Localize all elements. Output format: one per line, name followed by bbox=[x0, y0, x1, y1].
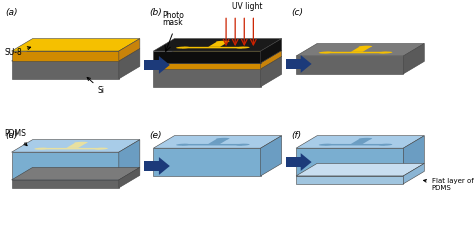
Polygon shape bbox=[11, 180, 119, 188]
Text: (a): (a) bbox=[5, 8, 18, 17]
Polygon shape bbox=[154, 136, 282, 148]
Polygon shape bbox=[11, 152, 119, 180]
Text: (b): (b) bbox=[149, 8, 162, 17]
Polygon shape bbox=[296, 136, 424, 148]
Text: (d): (d) bbox=[5, 131, 18, 140]
Polygon shape bbox=[40, 148, 102, 149]
Polygon shape bbox=[319, 144, 332, 146]
Polygon shape bbox=[94, 148, 108, 150]
Polygon shape bbox=[11, 51, 119, 61]
Polygon shape bbox=[119, 167, 140, 188]
Polygon shape bbox=[154, 148, 261, 176]
Polygon shape bbox=[154, 63, 261, 69]
Polygon shape bbox=[319, 51, 332, 53]
Polygon shape bbox=[296, 176, 403, 184]
Polygon shape bbox=[261, 56, 282, 87]
Polygon shape bbox=[11, 140, 140, 152]
Polygon shape bbox=[296, 56, 403, 74]
Polygon shape bbox=[208, 42, 228, 47]
Polygon shape bbox=[145, 60, 159, 70]
Text: Flat layer of
PDMS: Flat layer of PDMS bbox=[424, 178, 474, 191]
Text: PDMS: PDMS bbox=[4, 129, 27, 146]
Polygon shape bbox=[216, 138, 229, 140]
Polygon shape bbox=[154, 39, 282, 51]
Polygon shape bbox=[296, 43, 424, 56]
Polygon shape bbox=[286, 59, 301, 69]
Text: mask: mask bbox=[163, 18, 183, 27]
Polygon shape bbox=[208, 139, 228, 144]
Text: SU-8: SU-8 bbox=[4, 47, 31, 57]
Polygon shape bbox=[379, 144, 392, 146]
Polygon shape bbox=[351, 47, 371, 52]
Polygon shape bbox=[301, 55, 311, 73]
Polygon shape bbox=[261, 39, 282, 63]
Polygon shape bbox=[403, 163, 424, 184]
Polygon shape bbox=[154, 51, 282, 63]
Polygon shape bbox=[296, 148, 403, 176]
Polygon shape bbox=[286, 157, 301, 167]
Polygon shape bbox=[34, 148, 48, 150]
Polygon shape bbox=[324, 144, 387, 145]
Polygon shape bbox=[11, 49, 140, 61]
Polygon shape bbox=[176, 47, 190, 49]
Polygon shape bbox=[182, 47, 244, 48]
Polygon shape bbox=[154, 51, 261, 63]
Polygon shape bbox=[119, 140, 140, 180]
Polygon shape bbox=[359, 138, 372, 140]
Polygon shape bbox=[11, 167, 140, 180]
Polygon shape bbox=[145, 161, 159, 171]
Polygon shape bbox=[324, 52, 387, 53]
Text: Si: Si bbox=[87, 77, 105, 95]
Polygon shape bbox=[182, 144, 244, 145]
Polygon shape bbox=[359, 46, 372, 48]
Polygon shape bbox=[351, 139, 371, 144]
Polygon shape bbox=[154, 56, 282, 69]
Polygon shape bbox=[403, 136, 424, 176]
Polygon shape bbox=[176, 144, 190, 146]
Polygon shape bbox=[159, 56, 170, 74]
Polygon shape bbox=[236, 47, 250, 49]
Polygon shape bbox=[403, 43, 424, 74]
Polygon shape bbox=[66, 143, 87, 148]
Polygon shape bbox=[261, 136, 282, 176]
Polygon shape bbox=[159, 157, 170, 175]
Polygon shape bbox=[301, 153, 311, 171]
Polygon shape bbox=[154, 69, 261, 87]
Text: (f): (f) bbox=[292, 131, 301, 140]
Polygon shape bbox=[379, 51, 392, 53]
Polygon shape bbox=[119, 49, 140, 79]
Polygon shape bbox=[261, 51, 282, 69]
Polygon shape bbox=[11, 39, 140, 51]
Text: (c): (c) bbox=[292, 8, 303, 17]
Polygon shape bbox=[296, 163, 424, 176]
Polygon shape bbox=[11, 61, 119, 79]
Text: Photo: Photo bbox=[163, 11, 184, 20]
Polygon shape bbox=[119, 39, 140, 61]
Text: UV light: UV light bbox=[232, 2, 263, 11]
Polygon shape bbox=[216, 41, 229, 43]
Polygon shape bbox=[74, 142, 88, 144]
Polygon shape bbox=[236, 144, 250, 146]
Text: (e): (e) bbox=[149, 131, 161, 140]
